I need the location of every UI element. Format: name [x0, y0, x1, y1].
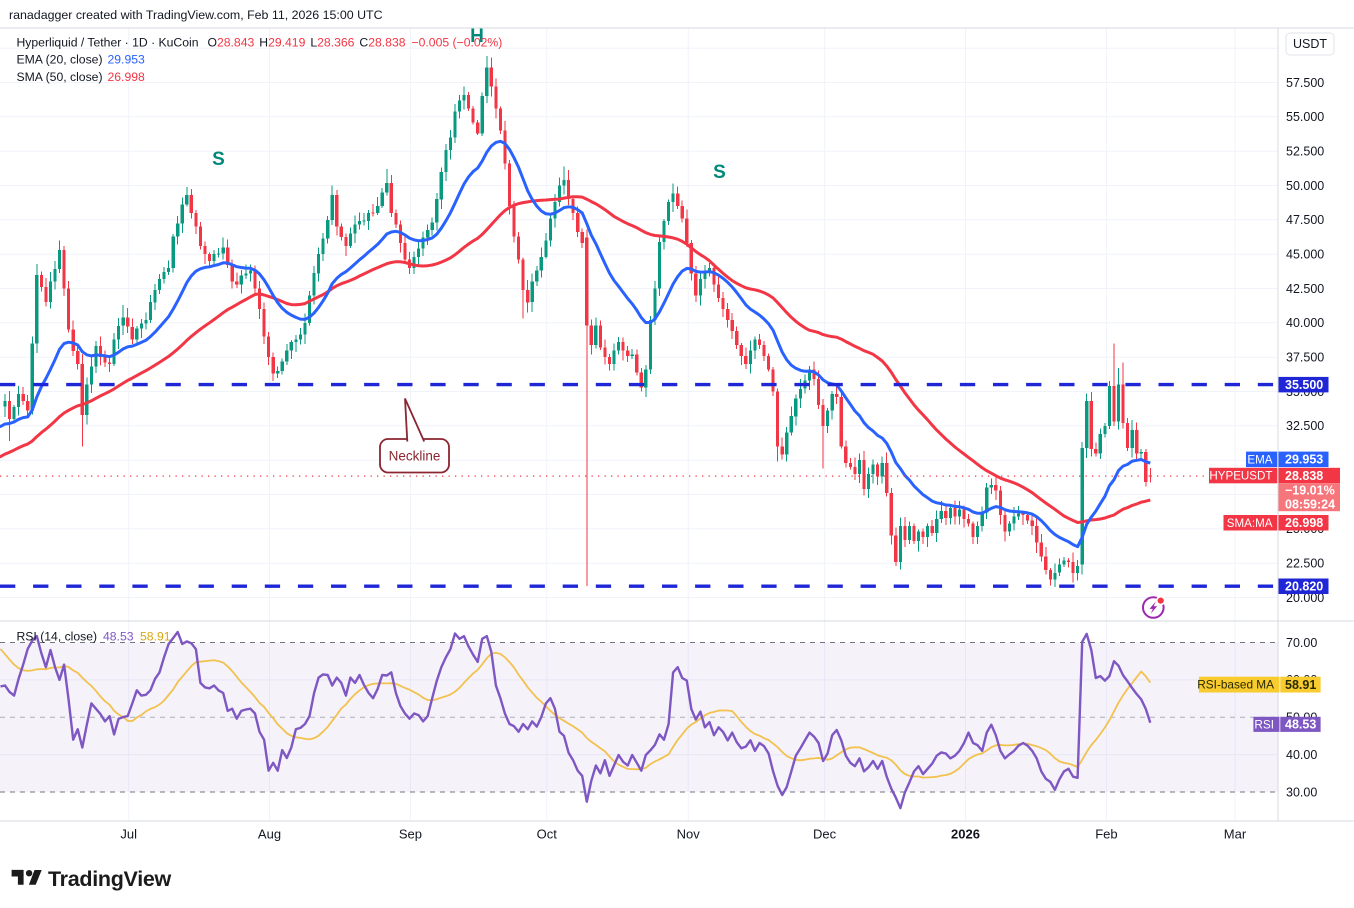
svg-text:Aug: Aug	[258, 827, 281, 842]
svg-text:Mar: Mar	[1224, 827, 1247, 842]
svg-text:50.000: 50.000	[1286, 179, 1324, 193]
svg-text:20.000: 20.000	[1286, 591, 1324, 605]
svg-text:S: S	[212, 149, 225, 170]
svg-text:Hyperliquid / Tether · 1D · Ku: Hyperliquid / Tether · 1D · KuCoin O28.84…	[17, 35, 503, 49]
svg-text:29.953: 29.953	[1285, 453, 1323, 467]
svg-text:22.500: 22.500	[1286, 557, 1324, 571]
svg-text:20.820: 20.820	[1285, 580, 1323, 594]
svg-text:45.000: 45.000	[1286, 248, 1324, 262]
svg-text:TradingView: TradingView	[48, 867, 172, 891]
svg-text:42.500: 42.500	[1286, 282, 1324, 296]
svg-text:40.00: 40.00	[1286, 748, 1317, 762]
svg-text:EMA (20, close) 29.953: EMA (20, close) 29.953	[17, 53, 145, 67]
svg-text:37.500: 37.500	[1286, 351, 1324, 365]
svg-text:Neckline: Neckline	[389, 449, 441, 464]
svg-text:47.500: 47.500	[1286, 213, 1324, 227]
svg-text:32.500: 32.500	[1286, 419, 1324, 433]
svg-text:H: H	[470, 26, 484, 47]
svg-text:ranadagger created with Tradin: ranadagger created with TradingView.com,…	[9, 8, 383, 22]
svg-text:58.91: 58.91	[1285, 678, 1316, 692]
svg-text:2026: 2026	[951, 827, 980, 842]
svg-text:52.500: 52.500	[1286, 145, 1324, 159]
svg-text:40.000: 40.000	[1286, 316, 1324, 330]
svg-text:Jul: Jul	[120, 827, 137, 842]
svg-text:Dec: Dec	[813, 827, 837, 842]
svg-text:S: S	[713, 162, 726, 183]
svg-text:EMA: EMA	[1247, 453, 1272, 466]
svg-text:Oct: Oct	[537, 827, 558, 842]
svg-text:30.00: 30.00	[1286, 785, 1317, 799]
svg-text:Sep: Sep	[399, 827, 422, 842]
svg-text:SMA (50, close) 26.998: SMA (50, close) 26.998	[17, 70, 145, 84]
svg-text:48.53: 48.53	[1285, 718, 1316, 732]
svg-text:35.500: 35.500	[1285, 378, 1323, 392]
svg-text:−19.01%: −19.01%	[1285, 483, 1335, 497]
svg-text:RSI-based MA: RSI-based MA	[1197, 678, 1274, 692]
svg-text:28.838: 28.838	[1285, 469, 1323, 483]
svg-text:RSI (14, close) 48.53 58.91: RSI (14, close) 48.53 58.91	[17, 630, 171, 644]
svg-text:SMA:MA: SMA:MA	[1227, 517, 1273, 530]
svg-text:USDT: USDT	[1293, 37, 1327, 51]
svg-text:Nov: Nov	[677, 827, 701, 842]
svg-text:Feb: Feb	[1095, 827, 1117, 842]
svg-text:70.00: 70.00	[1286, 636, 1317, 650]
svg-text:26.998: 26.998	[1285, 516, 1323, 530]
svg-text:57.500: 57.500	[1286, 76, 1324, 90]
svg-text:55.000: 55.000	[1286, 110, 1324, 124]
svg-text:08:59:24: 08:59:24	[1285, 497, 1335, 511]
svg-text:RSI: RSI	[1254, 717, 1274, 731]
svg-text:HYPEUSDT: HYPEUSDT	[1209, 470, 1272, 483]
